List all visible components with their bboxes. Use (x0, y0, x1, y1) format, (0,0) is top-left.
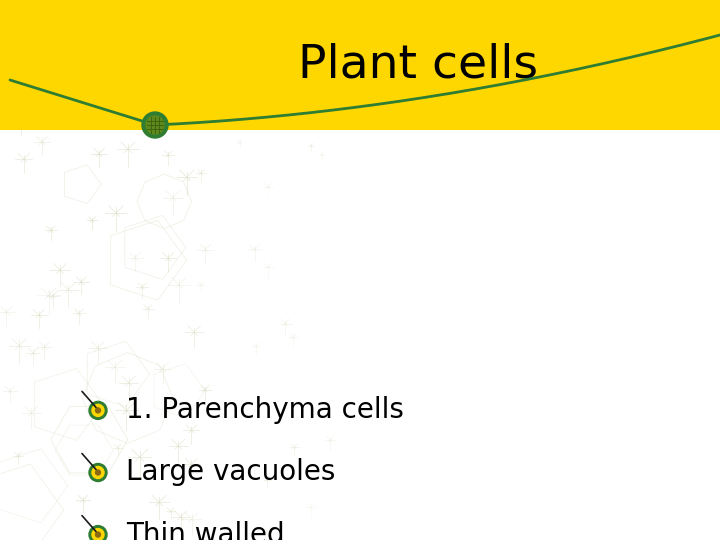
Circle shape (89, 401, 107, 420)
Circle shape (92, 529, 104, 540)
Circle shape (142, 112, 168, 138)
Circle shape (96, 532, 101, 537)
Circle shape (96, 470, 101, 475)
Circle shape (146, 116, 164, 134)
Circle shape (92, 404, 104, 416)
Text: Large vacuoles: Large vacuoles (126, 458, 336, 487)
Circle shape (96, 408, 101, 413)
Circle shape (89, 525, 107, 540)
Text: Thin walled: Thin walled (126, 521, 284, 540)
Text: Plant cells: Plant cells (297, 42, 538, 87)
Circle shape (92, 467, 104, 478)
Text: 1. Parenchyma cells: 1. Parenchyma cells (126, 396, 404, 424)
FancyBboxPatch shape (0, 0, 720, 130)
Circle shape (89, 463, 107, 482)
